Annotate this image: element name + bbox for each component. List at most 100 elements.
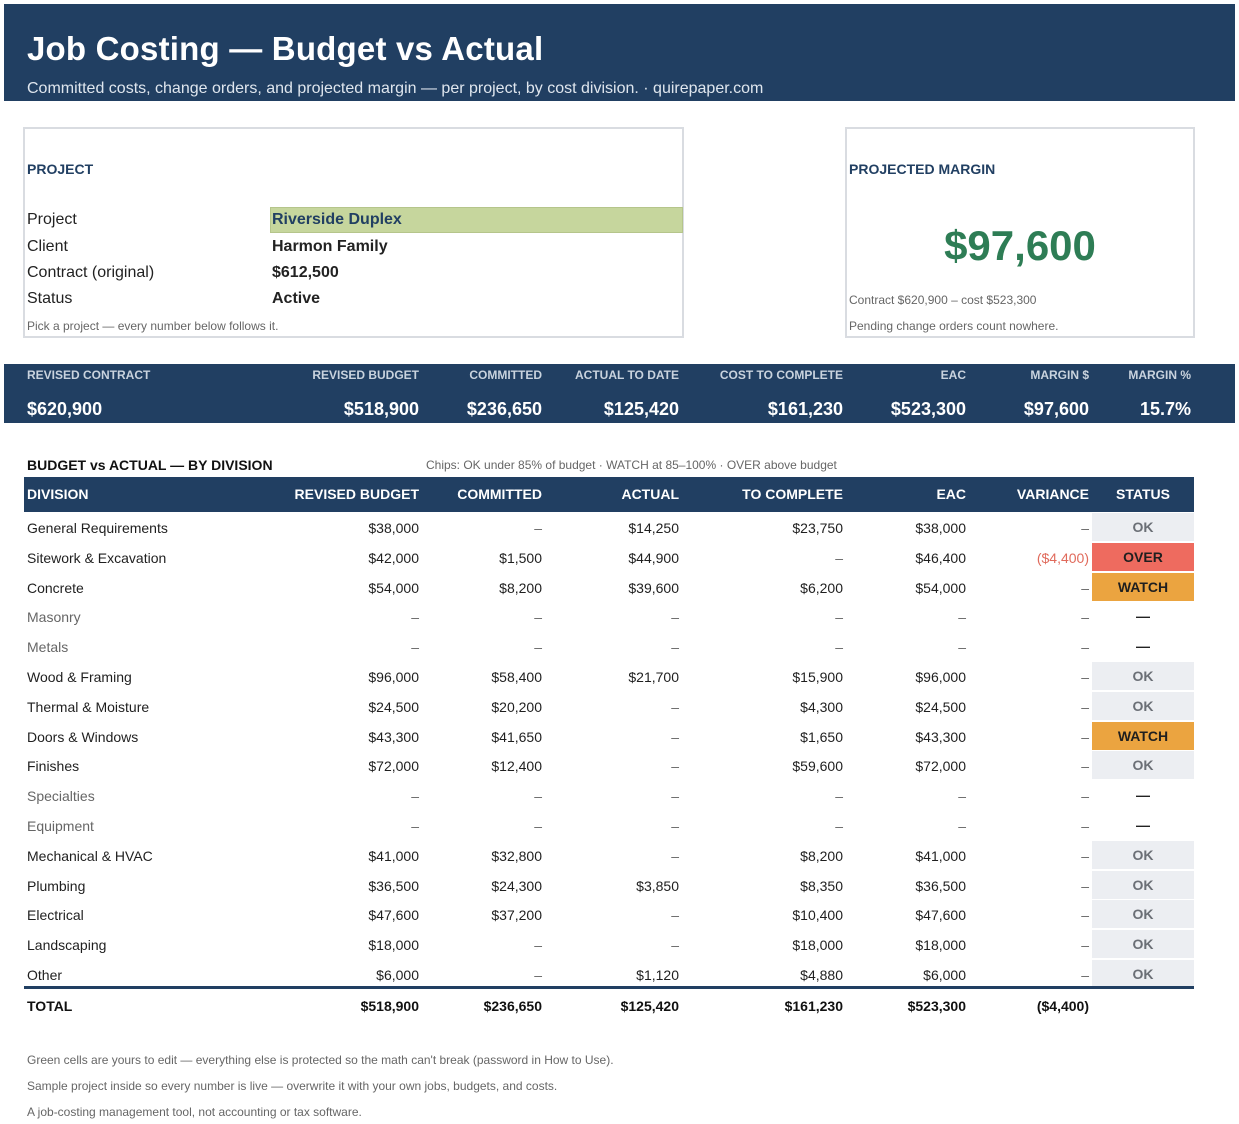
field-label-status: Status [27,290,73,307]
division-section-title: BUDGET vs ACTUAL — BY DIVISION [27,457,273,473]
status-chip: OVER [1092,543,1194,571]
margin-panel [845,127,1195,338]
cell-variance: – [1081,699,1089,715]
status-chip: — [1136,817,1150,833]
kpi-value-revised-budget: $518,900 [343,399,419,419]
kpi-value-eac: $523,300 [890,399,966,419]
kpi-label-revised-budget: REVISED BUDGET [312,368,419,382]
cell-division: Wood & Framing [27,669,132,685]
cell-eac: $46,400 [915,550,966,566]
kpi-label-actual: ACTUAL TO DATE [575,368,679,382]
cell-committed: – [534,937,542,953]
kpi-value-actual: $125,420 [603,399,679,419]
cell-actual: – [671,907,679,923]
footnote-sample: Sample project inside so every number is… [27,1079,558,1093]
cell-actual: – [671,639,679,655]
status-chip: OK [1092,513,1194,541]
col-header-revised-budget: REVISED BUDGET [294,486,419,502]
cell-actual: – [671,699,679,715]
cell-committed: – [534,520,542,536]
margin-formula: Contract $620,900 – cost $523,300 [849,293,1037,307]
cell-committed: – [534,639,542,655]
cell-division: Plumbing [27,878,86,894]
cell-to-complete: – [835,818,843,834]
cell-to-complete: – [835,788,843,804]
cell-actual: $14,250 [628,520,679,536]
project-value[interactable]: Riverside Duplex [272,211,402,228]
cell-to-complete: $15,900 [792,669,843,685]
col-header-committed: COMMITTED [457,486,542,502]
status-chip: OK [1092,871,1194,899]
field-label-client: Client [27,238,68,255]
cell-committed: $12,400 [491,758,542,774]
cell-committed: $32,800 [491,848,542,864]
chips-legend-note: Chips: OK under 85% of budget · WATCH at… [426,458,837,472]
total-variance: ($4,400) [1036,998,1089,1014]
kpi-label-margin-percent: MARGIN % [1128,368,1191,382]
cell-to-complete: $23,750 [792,520,843,536]
col-header-status: STATUS [1116,486,1170,502]
kpi-value-revised-contract: $620,900 [27,399,103,419]
total-budget: $518,900 [360,998,419,1014]
projected-margin-value: $97,600 [944,222,1096,269]
col-header-division: DIVISION [27,486,89,502]
cell-to-complete: $8,200 [800,848,843,864]
cell-eac: $24,500 [915,699,966,715]
col-header-eac: EAC [936,486,966,502]
cell-budget: – [411,609,419,625]
cell-to-complete: – [835,609,843,625]
cell-committed: $8,200 [499,580,542,596]
cell-committed: $41,650 [491,729,542,745]
total-committed: $236,650 [483,998,542,1014]
kpi-label-margin-dollars: MARGIN $ [1030,368,1089,382]
header-banner [4,4,1235,101]
kpi-value-committed: $236,650 [466,399,542,419]
cell-to-complete: – [835,550,843,566]
cell-to-complete: – [835,639,843,655]
cell-budget: $96,000 [368,669,419,685]
cell-variance: – [1081,818,1089,834]
cell-eac: – [958,818,966,834]
cell-eac: – [958,788,966,804]
cell-variance: – [1081,848,1089,864]
margin-heading: PROJECTED MARGIN [849,161,996,177]
cell-variance: – [1081,907,1089,923]
cell-eac: – [958,609,966,625]
contract-value: $612,500 [272,264,339,281]
cell-variance: – [1081,609,1089,625]
cell-budget: $72,000 [368,758,419,774]
cell-division: Masonry [27,609,81,625]
field-label-project: Project [27,211,77,228]
kpi-label-revised-contract: REVISED CONTRACT [27,368,151,382]
cell-to-complete: $1,650 [800,729,843,745]
project-select-cell[interactable] [270,207,683,233]
cell-to-complete: $4,300 [800,699,843,715]
total-eac: $523,300 [907,998,966,1014]
status-chip: WATCH [1092,573,1194,601]
cell-eac: $96,000 [915,669,966,685]
status-chip: OK [1092,692,1194,720]
cell-eac: $47,600 [915,907,966,923]
cell-actual: $39,600 [628,580,679,596]
cell-variance: – [1081,788,1089,804]
status-chip: — [1136,608,1150,624]
cell-committed: $1,500 [499,550,542,566]
margin-note: Pending change orders count nowhere. [849,319,1059,333]
cell-eac: $18,000 [915,937,966,953]
cell-variance: – [1081,639,1089,655]
cell-budget: $47,600 [368,907,419,923]
cell-actual: – [671,848,679,864]
col-header-actual: ACTUAL [621,486,679,502]
cell-variance: – [1081,580,1089,596]
status-chip: OK [1092,751,1194,779]
cell-budget: – [411,818,419,834]
cell-eac: $41,000 [915,848,966,864]
kpi-label-cost-to-complete: COST TO COMPLETE [719,368,843,382]
cell-eac: $72,000 [915,758,966,774]
cell-to-complete: $18,000 [792,937,843,953]
cell-committed: $24,300 [491,878,542,894]
cell-division: Doors & Windows [27,729,139,745]
cell-actual: $3,850 [636,878,679,894]
cell-variance: – [1081,878,1089,894]
cell-division: Sitework & Excavation [27,550,167,566]
